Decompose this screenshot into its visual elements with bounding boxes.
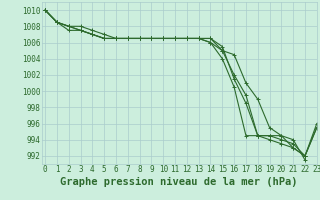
- X-axis label: Graphe pression niveau de la mer (hPa): Graphe pression niveau de la mer (hPa): [60, 177, 298, 187]
